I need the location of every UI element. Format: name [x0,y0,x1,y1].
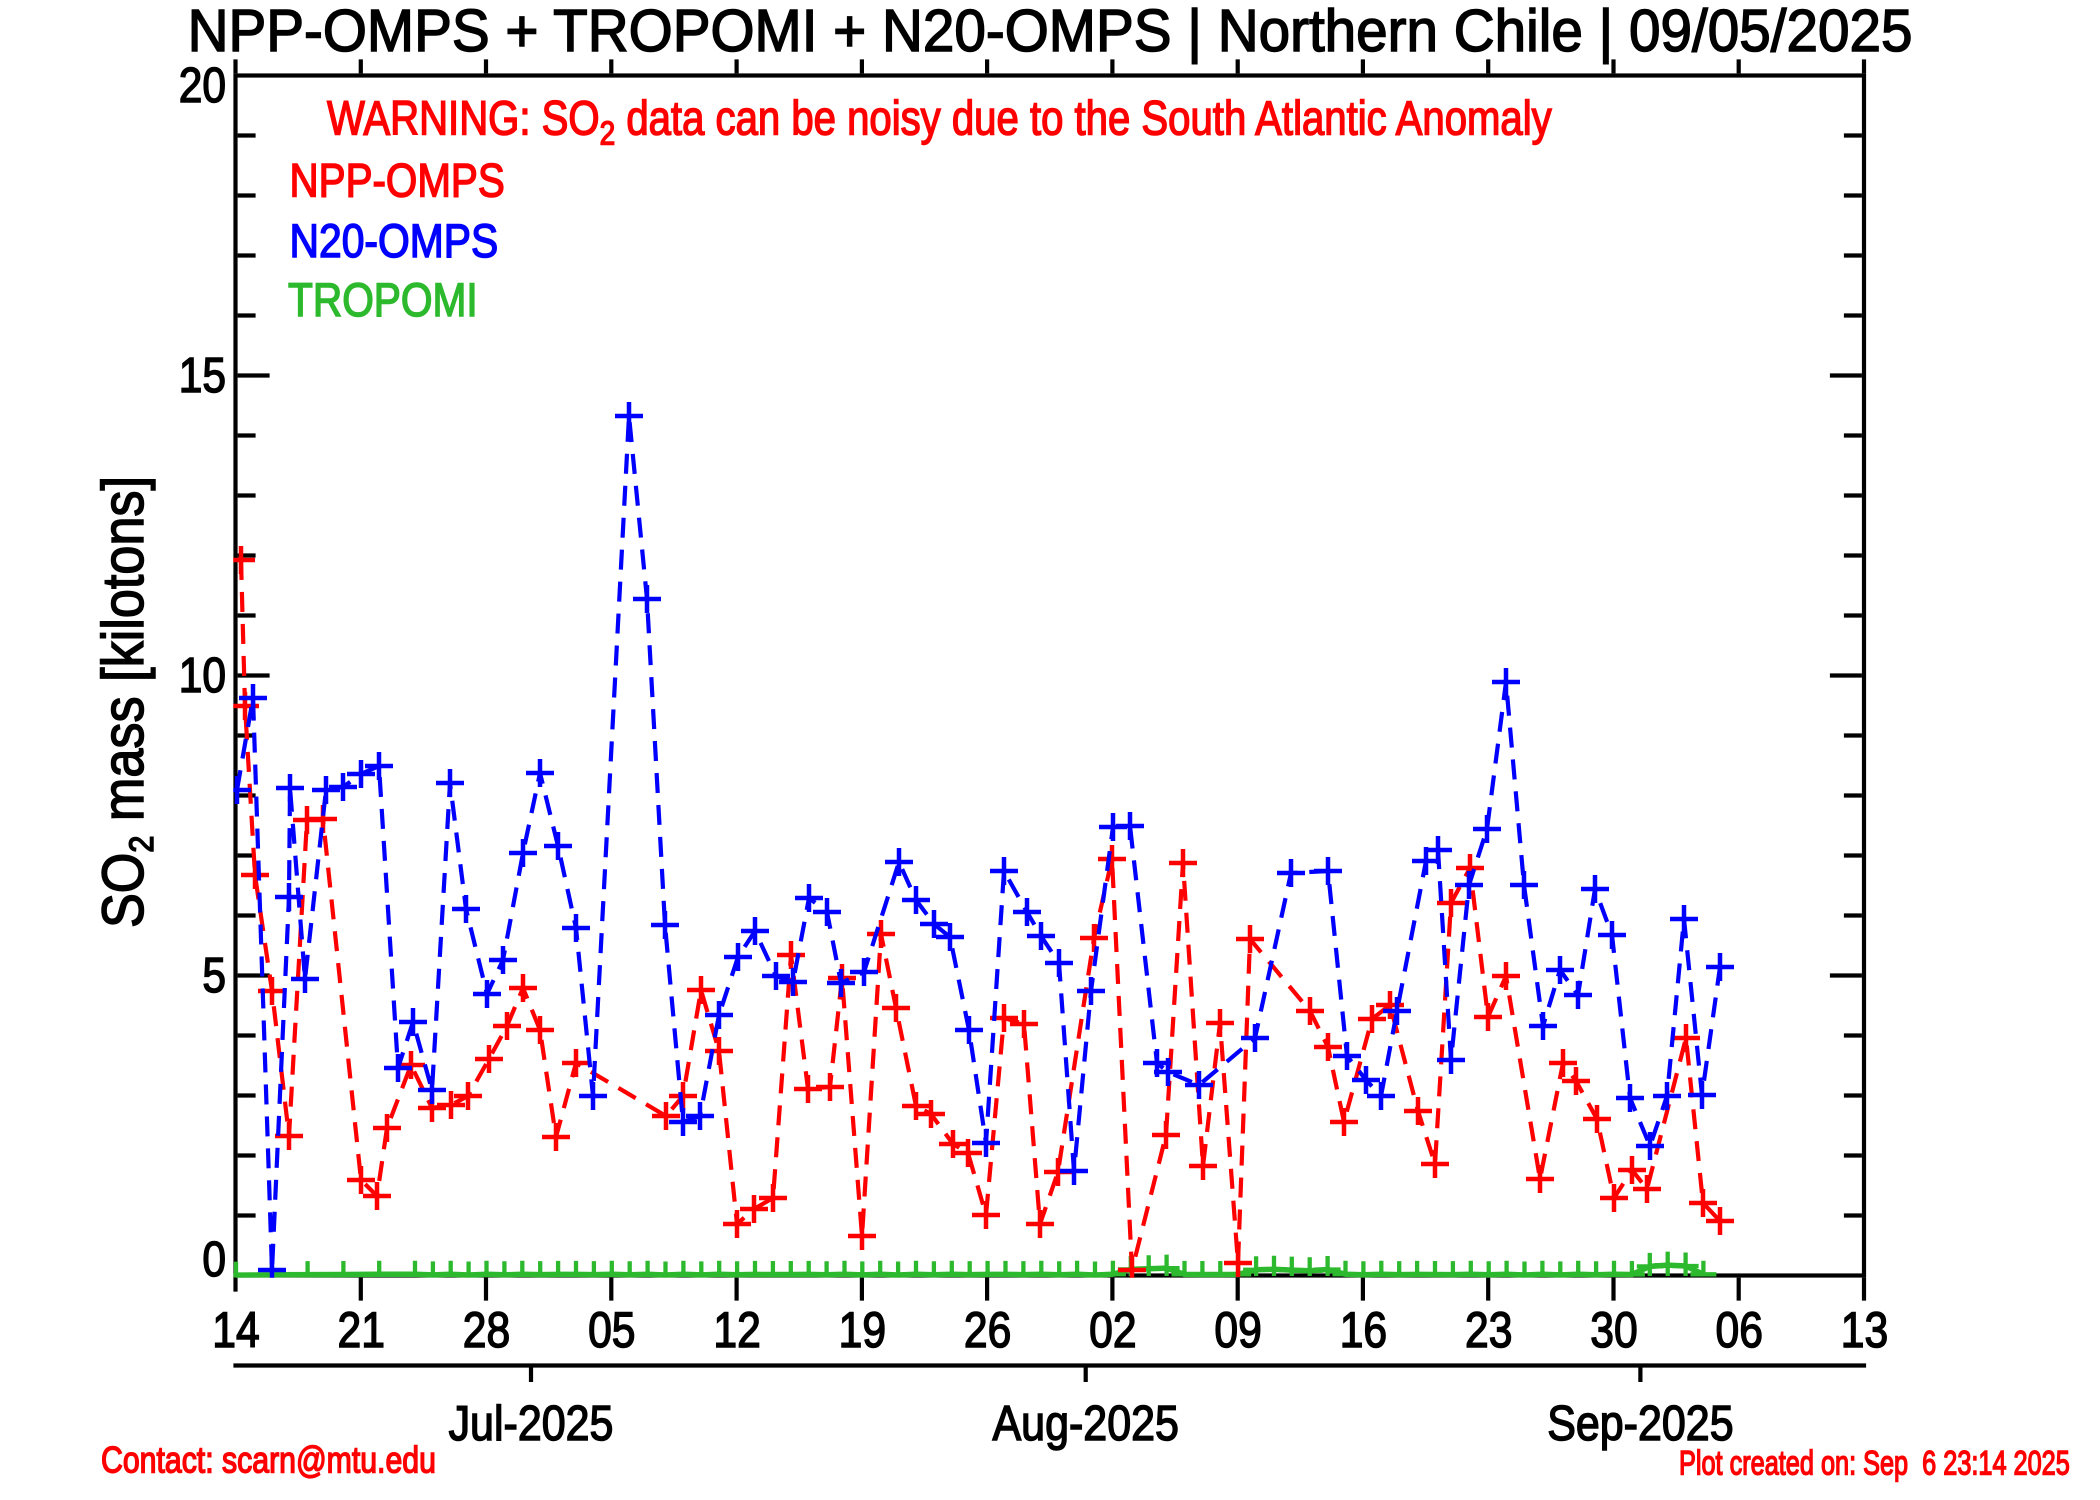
svg-text:TROPOMI: TROPOMI [288,274,478,326]
svg-text:N20-OMPS: N20-OMPS [290,215,499,267]
svg-text:26: 26 [964,1302,1011,1358]
svg-text:Aug-2025: Aug-2025 [993,1395,1179,1450]
svg-text:30: 30 [1590,1302,1637,1358]
svg-text:0: 0 [202,1231,226,1287]
svg-text:06: 06 [1716,1302,1763,1358]
svg-text:Plot created on: Sep 6 23:14: Plot created on: Sep 6 23:14 2025 [1679,1445,2070,1483]
svg-text:20: 20 [179,57,226,113]
svg-text:10: 10 [179,647,226,703]
svg-text:14: 14 [212,1302,259,1358]
svg-text:NPP-OMPS + TROPOMI + N20-OMPS: NPP-OMPS + TROPOMI + N20-OMPS | Northern… [188,0,1913,64]
svg-text:05: 05 [588,1302,635,1358]
svg-text:13: 13 [1841,1302,1888,1358]
svg-text:21: 21 [338,1302,385,1358]
svg-text:09: 09 [1214,1302,1261,1358]
svg-text:19: 19 [839,1302,886,1358]
svg-text:23: 23 [1465,1302,1512,1358]
svg-text:15: 15 [179,347,226,403]
svg-text:SO2 mass [kilotons]: SO2 mass [kilotons] [90,476,160,928]
svg-text:5: 5 [202,947,226,1003]
svg-text:Jul-2025: Jul-2025 [449,1395,614,1450]
svg-text:WARNING: SO2 data can be noisy: WARNING: SO2 data can be noisy due to th… [327,92,1552,152]
svg-text:12: 12 [713,1302,760,1358]
svg-text:16: 16 [1340,1302,1387,1358]
svg-text:Sep-2025: Sep-2025 [1547,1395,1733,1450]
svg-text:Contact: scarn@mtu.edu: Contact: scarn@mtu.edu [101,1441,436,1481]
svg-text:NPP-OMPS: NPP-OMPS [290,155,505,208]
svg-text:02: 02 [1089,1302,1136,1358]
svg-text:28: 28 [463,1302,510,1358]
